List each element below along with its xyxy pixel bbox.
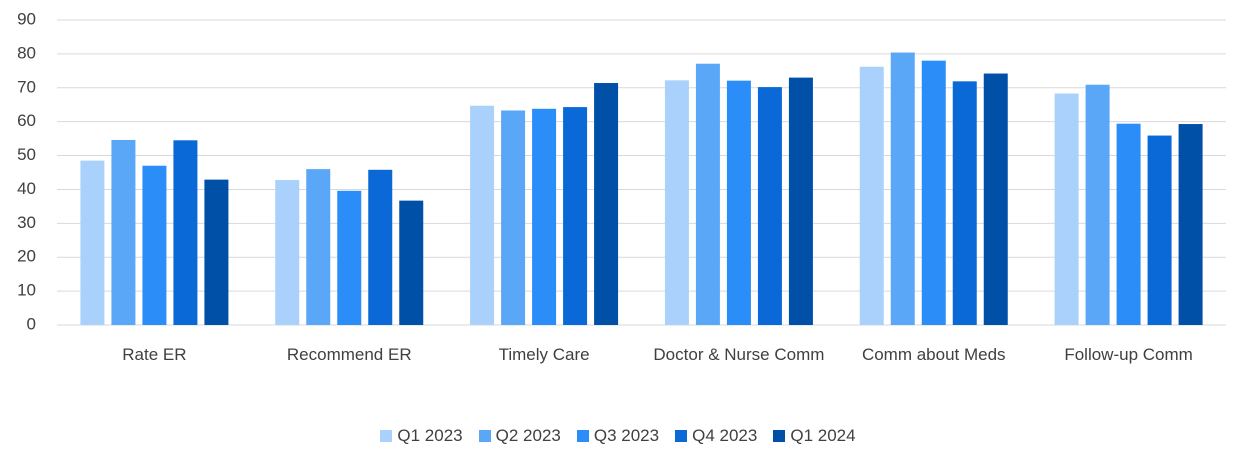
bar [1054, 93, 1079, 326]
bar [532, 108, 557, 326]
legend-label: Q4 2023 [692, 426, 758, 445]
bar [470, 105, 495, 325]
bar [173, 140, 198, 325]
bar [890, 52, 915, 326]
bar [306, 169, 331, 325]
legend-label: Q3 2023 [593, 426, 660, 445]
legend-swatch [380, 430, 393, 442]
bar [204, 179, 229, 325]
y-tick-label: 40 [17, 179, 36, 198]
y-tick-label: 70 [17, 77, 36, 96]
bar [664, 80, 689, 325]
bar [726, 80, 751, 326]
x-tick-label: Comm about Meds [861, 345, 1006, 364]
x-tick-label: Timely Care [498, 345, 590, 364]
bar [757, 87, 782, 325]
legend-item: Q1 2024 [773, 426, 856, 446]
bar [859, 66, 884, 326]
bar [80, 160, 105, 325]
legend-label: Q1 2024 [790, 426, 856, 445]
bar [501, 110, 526, 325]
legend: Q1 2023 Q2 2023 Q3 2023 Q4 2023 Q1 2024 [0, 426, 1236, 446]
legend-item: Q1 2023 [380, 426, 463, 446]
bar [399, 200, 424, 325]
bar [368, 169, 393, 325]
bar [275, 179, 300, 325]
legend-label: Q2 2023 [495, 426, 561, 445]
x-tick-label: Rate ER [122, 345, 187, 364]
y-tick-label: 0 [27, 314, 36, 333]
bar [337, 190, 362, 325]
bar [111, 139, 136, 325]
bar [695, 63, 720, 325]
bar [952, 81, 977, 325]
legend-item: Q2 2023 [478, 426, 561, 446]
legend-label: Q1 2023 [397, 426, 463, 445]
y-tick-label: 60 [17, 111, 36, 130]
legend-swatch [478, 430, 491, 442]
y-tick-label: 20 [17, 247, 36, 266]
bar [921, 60, 946, 326]
bar [594, 83, 619, 326]
x-tick-label: Follow-up Comm [1064, 345, 1193, 364]
bar [1116, 123, 1141, 325]
legend-item: Q3 2023 [576, 426, 660, 446]
y-tick-label: 50 [17, 145, 36, 164]
y-tick-label: 30 [17, 213, 36, 232]
y-tick-label: 90 [17, 9, 36, 28]
bar [1085, 84, 1110, 325]
y-tick-label: 10 [17, 281, 36, 300]
legend-swatch [773, 430, 786, 442]
x-tick-label: Recommend ER [286, 345, 412, 364]
bar [1178, 124, 1203, 326]
x-tick-label: Doctor & Nurse Comm [653, 345, 825, 364]
bar [1147, 135, 1172, 325]
legend-swatch [576, 430, 589, 442]
y-tick-label: 80 [17, 43, 36, 62]
legend-swatch [675, 430, 688, 442]
bar [563, 107, 588, 325]
bar [142, 165, 167, 325]
bar [983, 73, 1008, 326]
legend-item: Q4 2023 [675, 426, 757, 446]
bar [788, 77, 813, 325]
